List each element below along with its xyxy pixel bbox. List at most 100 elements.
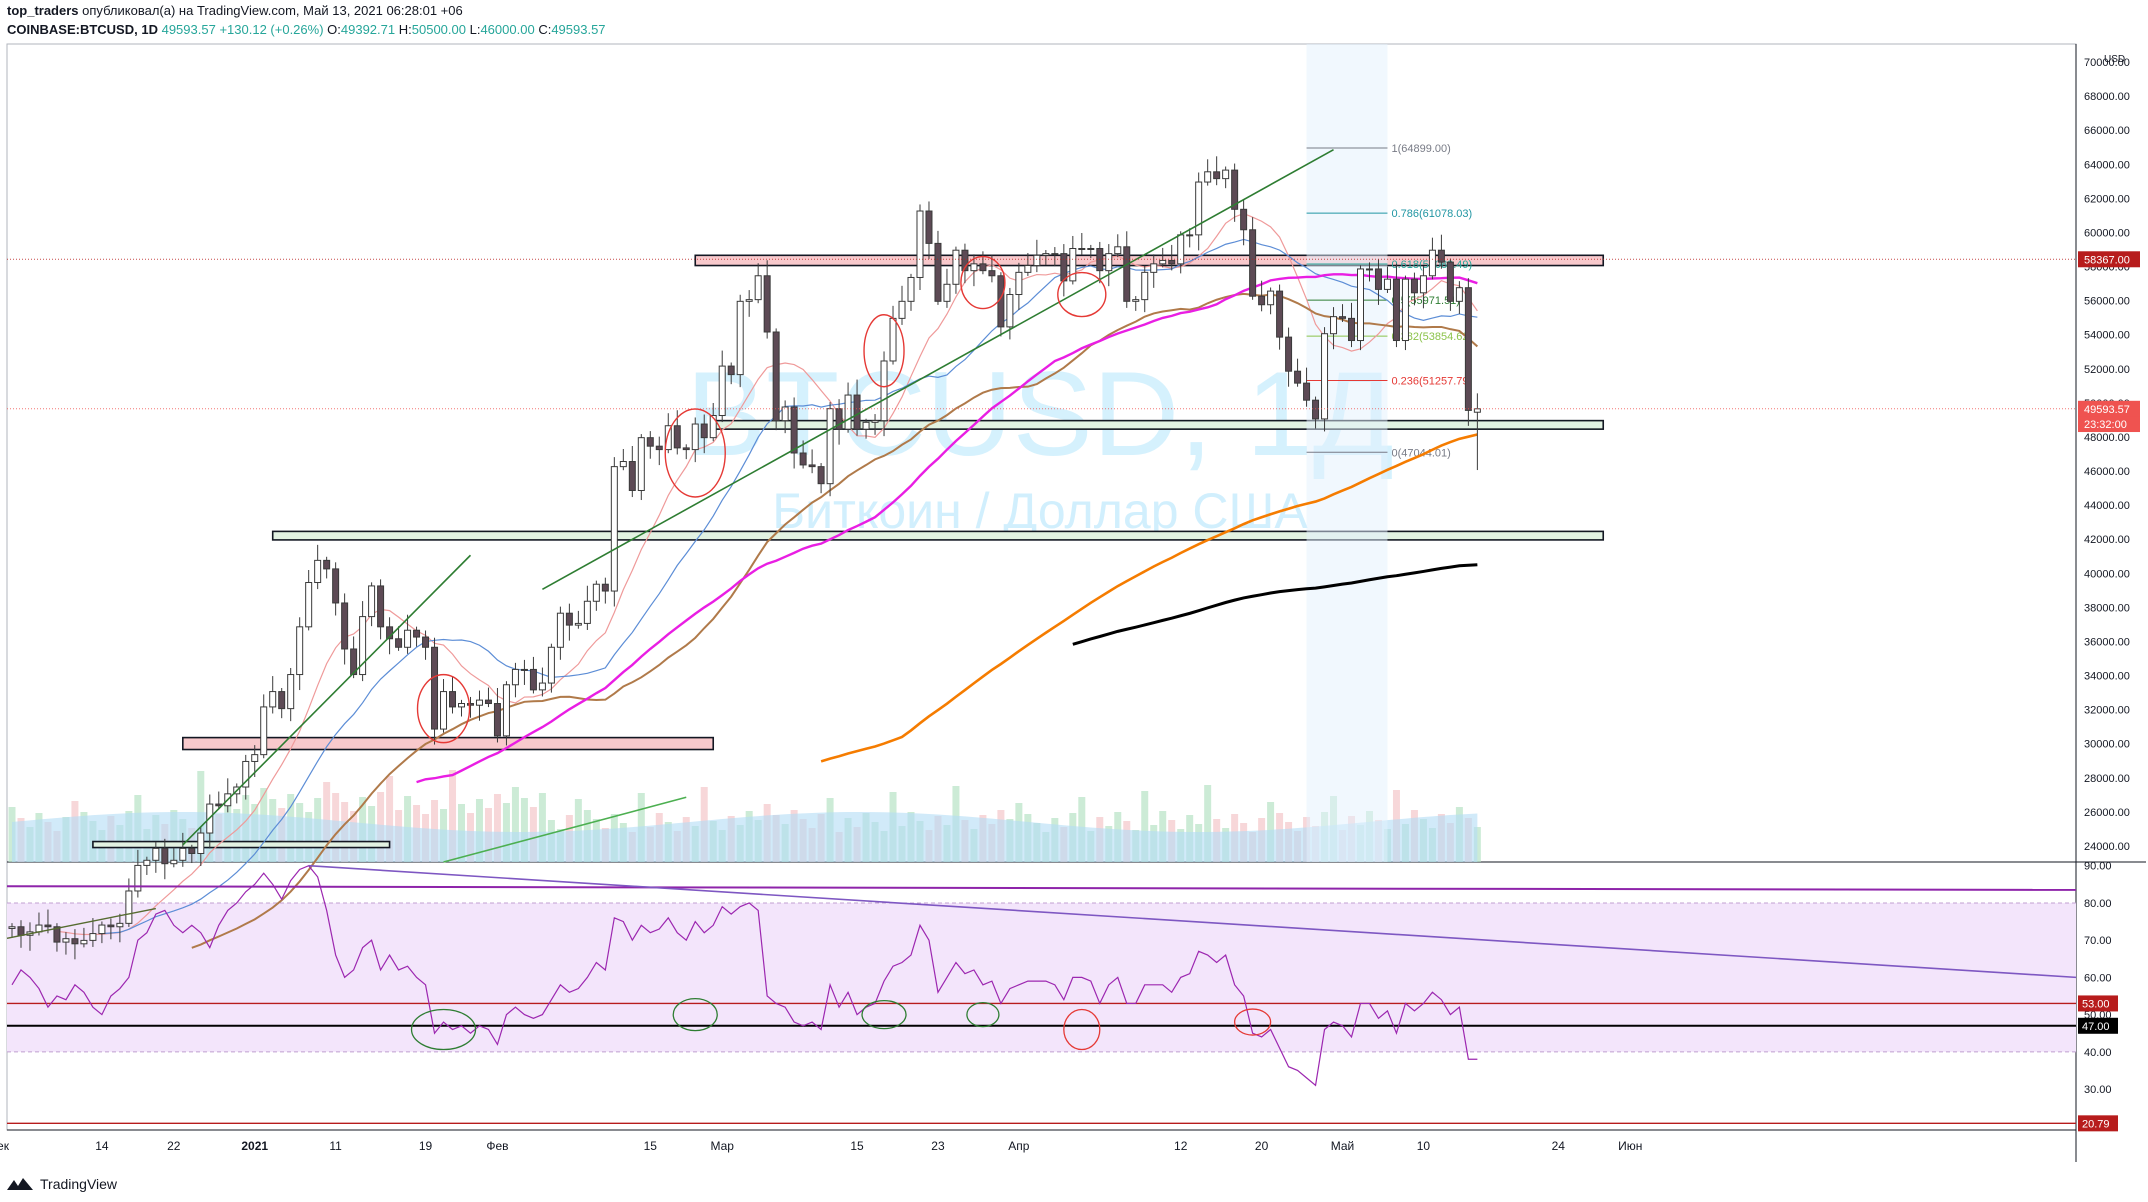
- candle-body: [871, 420, 879, 423]
- candle-body: [1105, 253, 1113, 272]
- candle-body: [1267, 290, 1275, 306]
- close-label: C:: [538, 22, 552, 37]
- candle-body: [1410, 278, 1418, 294]
- ma-200-line: [1072, 563, 1478, 646]
- rsi-tick-label: 60.00: [2084, 972, 2112, 984]
- price-badge-label: 23:32:00: [2084, 419, 2127, 431]
- candle-body: [592, 583, 600, 602]
- candle-body: [89, 933, 97, 941]
- candle-body: [772, 331, 780, 422]
- candle-body: [475, 699, 483, 706]
- candle-body: [1168, 259, 1176, 265]
- candle-body: [17, 926, 25, 936]
- candle-body: [664, 425, 672, 451]
- candle-body: [359, 616, 367, 676]
- support-zone: [92, 840, 391, 849]
- candle-body: [377, 585, 385, 628]
- chart-canvas[interactable]: BTCUSD, 1Д Биткоин / Доллар США 1(64899.…: [0, 0, 2148, 1170]
- candle-body: [916, 210, 924, 278]
- candle-body: [53, 926, 61, 943]
- candle-body: [278, 691, 286, 710]
- candle-body: [970, 263, 978, 272]
- candle-body: [502, 684, 510, 737]
- rsi-badge-label: 20.79: [2082, 1118, 2110, 1130]
- publisher-name[interactable]: top_traders: [7, 3, 79, 18]
- candle-body: [1303, 382, 1311, 401]
- candle-body: [161, 847, 169, 865]
- candle-body: [817, 466, 825, 485]
- price-zones[interactable]: [92, 254, 1605, 849]
- ma-step-line: [191, 292, 1479, 949]
- annotation-circle: [960, 255, 1006, 310]
- candle-body: [736, 300, 744, 376]
- candle-body: [8, 926, 16, 929]
- price-tick-label: 62000.00: [2084, 193, 2130, 205]
- fibonacci-retracement[interactable]: 1(64899.00)0.786(61078.03)0.618(58089.49…: [1306, 44, 1473, 862]
- candle-body: [961, 249, 969, 272]
- candle-body: [1204, 171, 1212, 183]
- high-label: H:: [398, 22, 412, 37]
- annotation-circle: [416, 673, 471, 744]
- open-value: 49392.71: [340, 22, 396, 37]
- candle-body: [1374, 268, 1382, 290]
- candle-body: [943, 283, 951, 302]
- price-tick-label: 38000.00: [2084, 602, 2130, 614]
- rsi-badge-label: 47.00: [2082, 1021, 2110, 1033]
- candle-body: [296, 626, 304, 676]
- candle-body: [619, 461, 627, 468]
- volume-bar: [493, 794, 501, 862]
- candle-body: [71, 938, 79, 945]
- candle-body: [1024, 265, 1032, 273]
- candle-body: [835, 408, 843, 430]
- candle-body: [799, 452, 807, 466]
- candle-body: [1321, 333, 1329, 420]
- candle-body: [745, 299, 753, 302]
- rsi-annotation-circle: [966, 1001, 1000, 1028]
- rsi-annotation-circle: [1063, 1008, 1101, 1051]
- candle-body: [889, 317, 897, 362]
- rsi-badge: [2078, 1017, 2118, 1034]
- candle-body: [1401, 278, 1409, 342]
- trend-line: [443, 796, 687, 863]
- volume-bar: [511, 787, 519, 862]
- fib-level-label: 0.382(53854.62): [1391, 331, 1472, 343]
- low-label: L:: [469, 22, 481, 37]
- candle-body: [484, 699, 492, 705]
- fib-level-label: 1(64899.00): [1391, 143, 1450, 155]
- volume-ma-area: [12, 812, 1478, 862]
- candle-body: [1473, 408, 1481, 413]
- candle-body: [422, 636, 430, 648]
- time-tick-label: 22: [167, 1139, 181, 1153]
- volume-bar: [475, 799, 483, 862]
- candle-body: [314, 559, 322, 584]
- candle-body: [1141, 271, 1149, 301]
- ma-100-line: [820, 433, 1478, 763]
- time-tick-label: 11: [329, 1139, 342, 1153]
- annotation-circle: [1057, 271, 1107, 318]
- candle-body: [565, 612, 573, 626]
- candle-body: [188, 847, 196, 854]
- price-tick-label: 34000.00: [2084, 671, 2130, 683]
- drawings[interactable]: [182, 148, 1334, 863]
- candle-body: [1222, 169, 1230, 180]
- price-tick-label: 26000.00: [2084, 807, 2130, 819]
- candle-body: [1213, 171, 1221, 180]
- candle-body: [1123, 246, 1131, 302]
- watermark-subtitle: Биткоин / Доллар США: [772, 483, 1308, 539]
- ohlc-legend: COINBASE:BTCUSD, 1D 49593.57 +130.12 (+0…: [7, 22, 606, 37]
- currency-label: USD: [2104, 54, 2125, 65]
- candle-body: [116, 922, 124, 928]
- candle-body: [134, 864, 142, 892]
- candle-body: [1249, 229, 1257, 297]
- price-tick-label: 66000.00: [2084, 125, 2130, 137]
- rsi-badge-label: 53.00: [2082, 998, 2110, 1010]
- tradingview-footer[interactable]: TradingView: [6, 1176, 117, 1192]
- candle-body: [1078, 248, 1086, 250]
- ma-50-line: [416, 273, 1478, 784]
- open-label: O:: [327, 22, 341, 37]
- candle-body: [529, 668, 537, 691]
- candle-body: [844, 394, 852, 430]
- candle-body: [709, 415, 717, 439]
- candle-body: [1464, 287, 1472, 411]
- trend-line: [182, 554, 472, 846]
